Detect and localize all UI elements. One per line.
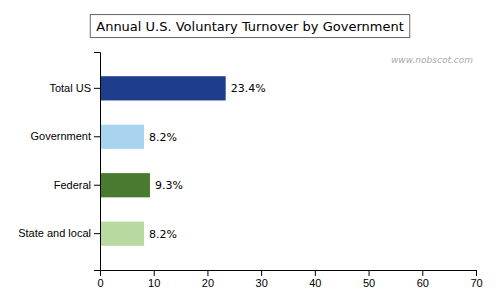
x-tick: 50 <box>363 270 375 289</box>
x-tick: 40 <box>309 270 321 289</box>
y-tick-mark <box>94 233 100 234</box>
x-tick-mark <box>422 270 423 276</box>
y-tick-mark <box>94 88 100 89</box>
title-group: Annual U.S. Voluntary Turnover by Govern… <box>90 15 409 38</box>
title-box <box>90 15 409 38</box>
x-tick-mark <box>476 270 477 276</box>
annotation: www.nobscot.com <box>391 55 473 65</box>
x-tick-label: 0 <box>97 277 103 289</box>
x-tick-mark <box>207 270 208 276</box>
x-tick: 60 <box>417 270 429 289</box>
y-tick: Government <box>30 130 100 142</box>
bar <box>100 173 150 197</box>
y-tick-label: State and local <box>18 227 91 239</box>
x-tick-label: 70 <box>470 277 482 289</box>
x-tick: 70 <box>470 270 482 289</box>
x-tick: 0 <box>97 270 103 289</box>
y-tick-label: Federal <box>54 179 91 191</box>
x-axis: 0 10 20 30 40 50 60 70 <box>97 270 482 289</box>
y-tick-mark <box>94 185 100 186</box>
y-axis-line <box>94 53 101 271</box>
chart-svg: 0 10 20 30 40 50 60 70 Total US Government Federal… <box>0 0 500 300</box>
x-tick-label: 30 <box>256 277 268 289</box>
y-axis: Total US Government Federal State and local <box>18 53 100 271</box>
x-axis-line <box>101 271 477 277</box>
x-tick-label: 50 <box>363 277 375 289</box>
data-label: 9.3% <box>155 179 183 192</box>
data-label: 8.2% <box>149 228 177 241</box>
x-tick: 10 <box>148 270 160 289</box>
y-tick: State and local <box>18 227 100 239</box>
bars <box>100 76 226 246</box>
y-tick: Total US <box>49 82 100 94</box>
y-tick-label: Government <box>30 130 91 142</box>
data-label: 8.2% <box>149 131 177 144</box>
x-tick: 30 <box>256 270 268 289</box>
x-tick-label: 10 <box>148 277 160 289</box>
x-tick-mark <box>315 270 316 276</box>
bar <box>100 76 226 100</box>
x-tick: 20 <box>202 270 214 289</box>
data-label: 23.4% <box>231 82 266 95</box>
y-tick: Federal <box>54 179 100 191</box>
data-labels: 8.2% 9.3% 8.2% 23.4% <box>149 82 266 240</box>
y-tick-mark <box>94 136 100 137</box>
title: Annual U.S. Voluntary Turnover by Govern… <box>96 19 403 34</box>
x-tick-mark <box>261 270 262 276</box>
chart-container: 0 10 20 30 40 50 60 70 Total US Government Federal… <box>0 0 500 300</box>
x-tick-label: 60 <box>417 277 429 289</box>
plot-area: 0 10 20 30 40 50 60 70 Total US Government Federal… <box>18 53 482 289</box>
x-tick-label: 20 <box>202 277 214 289</box>
bar <box>100 222 144 246</box>
x-tick-label: 40 <box>309 277 321 289</box>
x-tick-mark <box>369 270 370 276</box>
y-tick-label: Total US <box>49 82 91 94</box>
x-tick-mark <box>154 270 155 276</box>
bar <box>100 125 144 149</box>
